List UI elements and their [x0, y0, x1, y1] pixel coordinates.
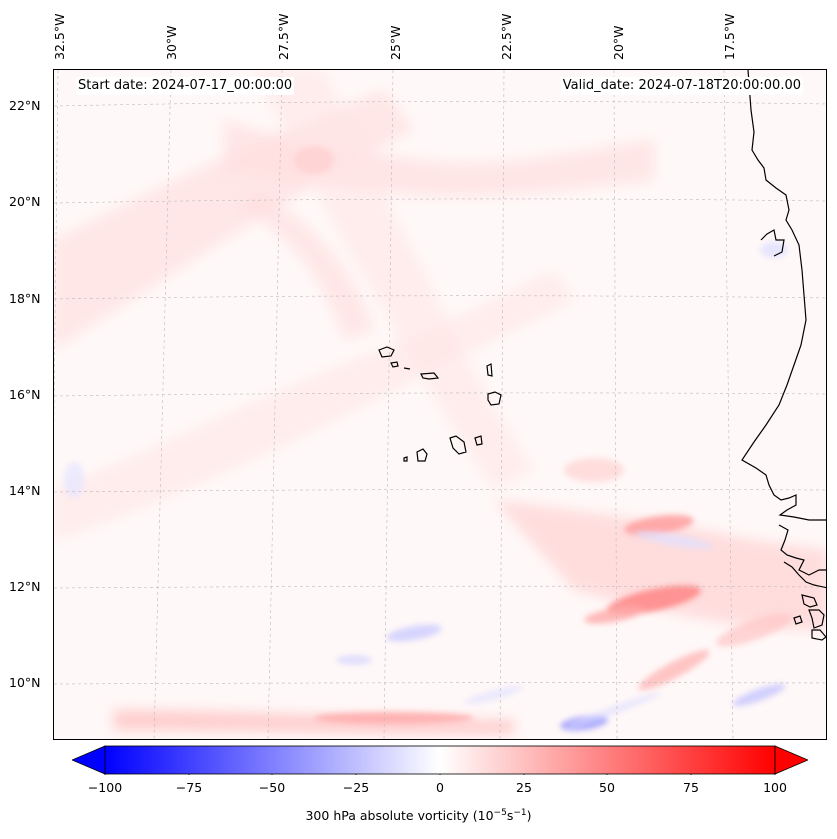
colorbar-tick-label: −75 — [175, 780, 203, 795]
colorbar-tick-label: −100 — [87, 780, 123, 795]
colorbar — [72, 745, 808, 775]
lon-label-17-5w: 17.5°W — [722, 13, 737, 60]
lon-label-22-5w: 22.5°W — [499, 13, 514, 60]
colorbar-tick-label: 75 — [683, 780, 699, 795]
colorbar-label: 300 hPa absolute vorticity (10−5s−1) — [305, 808, 532, 824]
lat-label-22n: 22°N — [9, 98, 41, 113]
colorbar-tick-label: 100 — [763, 780, 787, 795]
colorbar-tick-label: 0 — [436, 780, 444, 795]
map-panel — [53, 69, 827, 740]
lat-label-18n: 18°N — [9, 291, 41, 306]
lon-label-25w: 25°W — [388, 25, 403, 60]
colorbar-tick-label: 25 — [516, 780, 532, 795]
lon-label-27-5w: 27.5°W — [276, 13, 291, 60]
colorbar-tick-label: −50 — [258, 780, 286, 795]
lon-label-32-5w: 32.5°W — [52, 13, 67, 60]
lat-label-20n: 20°N — [9, 194, 41, 209]
colorbar-gradient — [104, 745, 776, 775]
lat-label-12n: 12°N — [9, 579, 41, 594]
lat-label-16n: 16°N — [9, 387, 41, 402]
vorticity-positive-bands — [54, 70, 826, 735]
colorbar-extend-max — [774, 745, 808, 775]
lat-label-14n: 14°N — [9, 483, 41, 498]
start-date-label: Start date: 2024-07-17_00:00:00 — [76, 77, 295, 95]
lat-label-10n: 10°N — [9, 675, 41, 690]
colorbar-ticks — [104, 774, 776, 775]
lon-label-20w: 20°W — [611, 25, 626, 60]
cape-verde-islands — [378, 346, 502, 462]
colorbar-tick-label: −25 — [342, 780, 370, 795]
vorticity-map — [54, 70, 826, 739]
west-africa-coastline — [741, 70, 826, 641]
vorticity-negative — [64, 242, 788, 731]
lon-label-30w: 30°W — [164, 25, 179, 60]
vorticity-strong-positive — [294, 146, 792, 724]
colorbar-tick-label: 50 — [599, 780, 615, 795]
valid-date-label: Valid_date: 2024-07-18T20:00:00.00 — [560, 77, 803, 95]
gridlines — [54, 70, 826, 739]
colorbar-extend-min — [72, 745, 106, 775]
